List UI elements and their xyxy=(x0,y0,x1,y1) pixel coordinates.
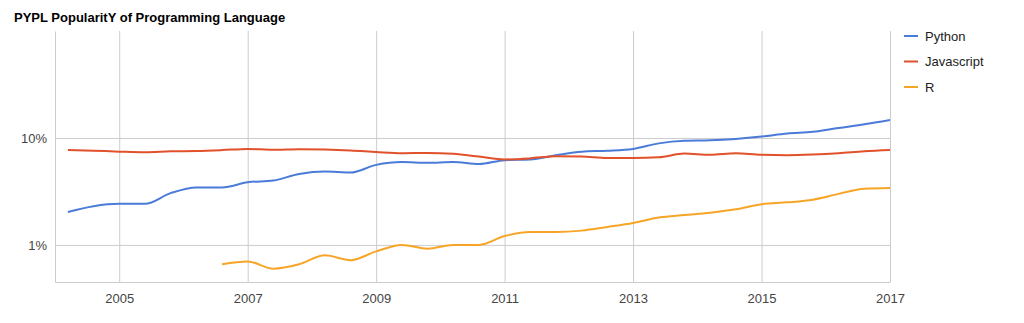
x-tick-label: 2009 xyxy=(362,291,391,306)
x-grid-line xyxy=(248,31,249,282)
x-tick: 2011 xyxy=(491,31,519,306)
line xyxy=(222,188,890,269)
x-tick: 2005 xyxy=(105,31,134,306)
x-grid-line xyxy=(119,31,120,282)
legend-swatch xyxy=(904,86,918,88)
line xyxy=(68,149,890,160)
page: {"chart_data": { "type": "line", "title"… xyxy=(0,0,1024,323)
x-grid-line xyxy=(633,31,634,282)
legend: Python Javascript R xyxy=(904,29,984,95)
x-grid-line xyxy=(376,31,377,282)
x-tick-label: 2007 xyxy=(234,291,263,306)
x-grid-line xyxy=(762,31,763,282)
legend-label: R xyxy=(925,80,934,95)
y-axis-line xyxy=(55,32,56,283)
x-tick: 2017 xyxy=(876,31,905,306)
legend-swatch xyxy=(904,61,918,63)
plot: 2005 2007 2009 2011 2013 2015 2017 1% 10% xyxy=(21,31,905,306)
x-grid-line xyxy=(505,31,506,282)
legend-label: Python xyxy=(925,29,965,44)
x-tick: 2015 xyxy=(748,31,777,306)
x-axis-line xyxy=(56,282,891,283)
line xyxy=(68,120,890,212)
x-tick-label: 2005 xyxy=(105,291,134,306)
y-tick: 10% xyxy=(21,131,890,146)
x-tick-label: 2017 xyxy=(876,291,905,306)
x-grid-line xyxy=(890,31,891,282)
x-tick: 2013 xyxy=(619,31,648,306)
legend-swatch xyxy=(904,35,918,37)
y-axis: 1% 10% xyxy=(21,32,890,283)
title: PYPL PopularitY of Programming Language xyxy=(14,10,285,25)
legend-label: Javascript xyxy=(925,54,984,69)
series-group xyxy=(68,120,890,269)
legend-item: Python xyxy=(904,29,965,44)
y-tick-label: 1% xyxy=(28,238,47,253)
x-tick-label: 2015 xyxy=(748,291,777,306)
x-tick-label: 2013 xyxy=(619,291,648,306)
y-grid-line xyxy=(55,138,890,139)
x-tick-label: 2011 xyxy=(491,291,519,306)
y-tick-label: 10% xyxy=(21,131,47,146)
legend-item: R xyxy=(904,80,934,95)
x-axis: 2005 2007 2009 2011 2013 2015 2017 xyxy=(56,31,905,306)
chart: PYPL PopularitY of Programming Language 2… xyxy=(0,0,1024,323)
legend-item: Javascript xyxy=(904,54,984,69)
